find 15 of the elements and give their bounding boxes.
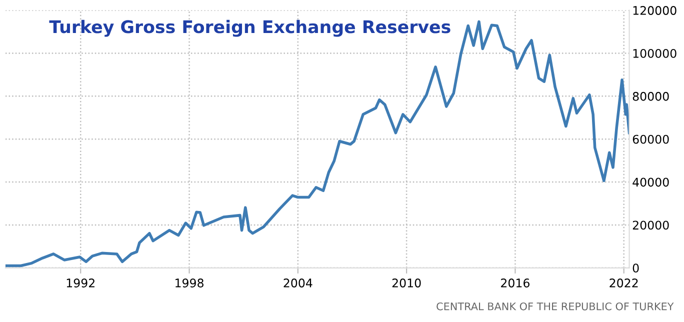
x-tick-label: 2010 [392, 278, 421, 288]
y-tick-label: 120000 [633, 6, 676, 15]
x-tick-label: 1992 [66, 278, 94, 288]
y-tick-label: 20000 [632, 220, 669, 230]
x-tick-label: 2016 [501, 278, 530, 288]
text: CENTRAL BANK OF THE REPUBLIC OF TURKEY [436, 302, 674, 310]
y-tick-label: 0 [632, 264, 639, 273]
x-tick-label: 2004 [284, 278, 312, 288]
y-tick-label: 60000 [632, 134, 669, 144]
text: Turkey Gross Foreign Exchange Reserves [49, 20, 450, 37]
y-tick-label: 40000 [632, 178, 669, 187]
y-tick-label: 80000 [632, 92, 669, 101]
x-tick-label: 1998 [176, 278, 204, 288]
x-tick-label: 2022 [610, 278, 638, 288]
y-tick-label: 100000 [633, 48, 676, 58]
